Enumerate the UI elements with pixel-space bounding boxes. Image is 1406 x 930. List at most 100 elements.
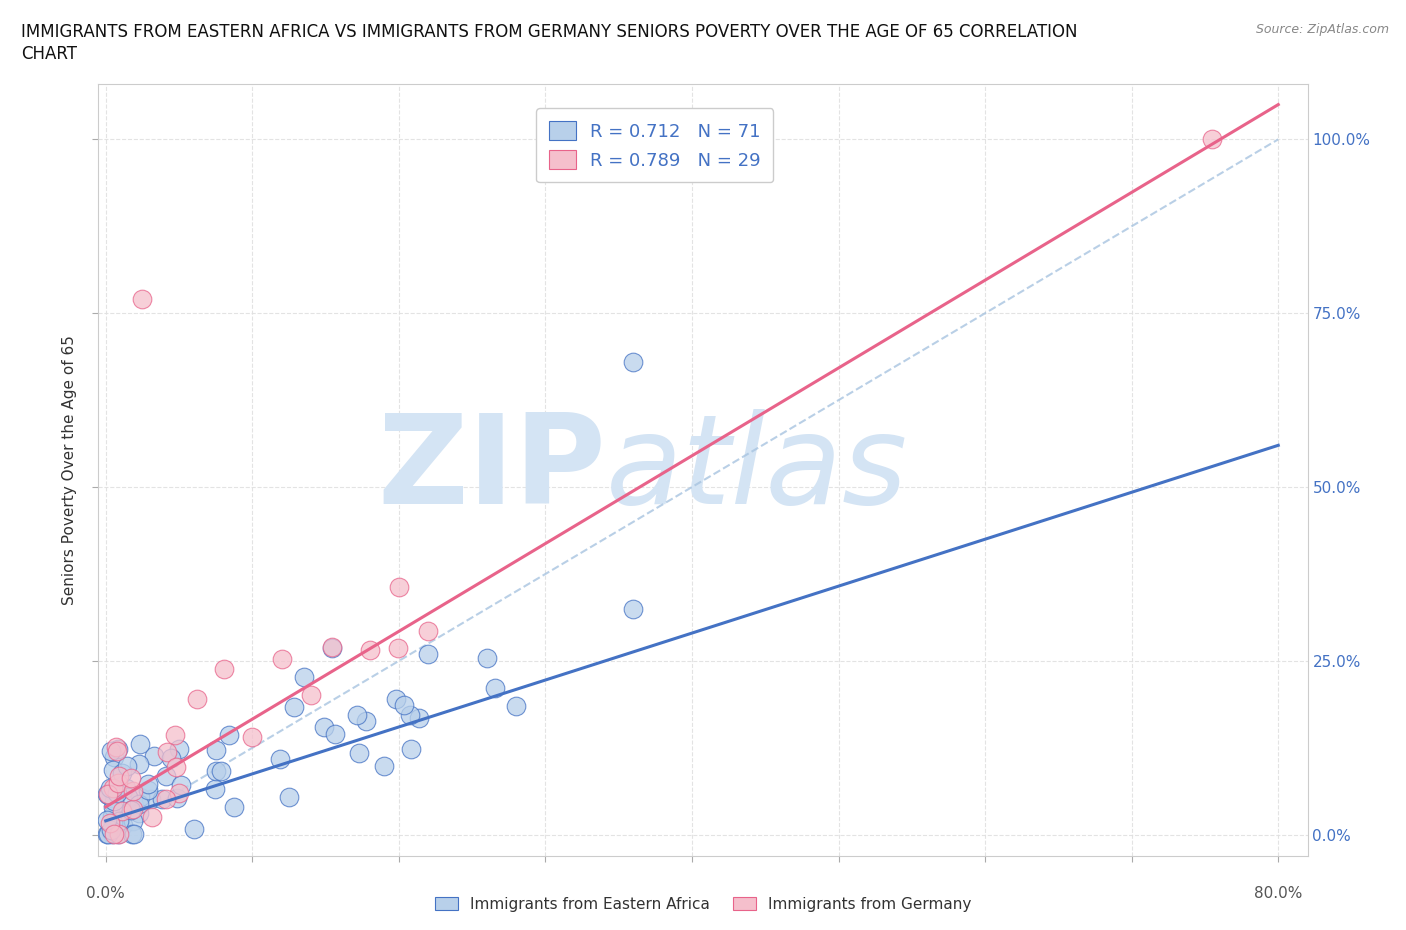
Point — [128, 796, 150, 811]
Point — [122, 813, 145, 828]
Point — [314, 720, 336, 735]
Point — [183, 822, 205, 837]
Point — [108, 783, 131, 798]
Point — [103, 793, 125, 808]
Point — [105, 786, 128, 801]
Point — [96, 787, 118, 802]
Point — [139, 791, 162, 806]
Point — [107, 776, 129, 790]
Point — [155, 768, 177, 783]
Point — [505, 698, 527, 713]
Point — [111, 817, 134, 832]
Legend: Immigrants from Eastern Africa, Immigrants from Germany: Immigrants from Eastern Africa, Immigran… — [429, 890, 977, 918]
Point — [97, 787, 120, 802]
Point — [205, 743, 228, 758]
Point — [155, 791, 177, 806]
Point — [218, 728, 240, 743]
Text: IMMIGRANTS FROM EASTERN AFRICA VS IMMIGRANTS FROM GERMANY SENIORS POVERTY OVER T: IMMIGRANTS FROM EASTERN AFRICA VS IMMIGR… — [21, 23, 1077, 41]
Y-axis label: Seniors Poverty Over the Age of 65: Seniors Poverty Over the Age of 65 — [62, 335, 77, 604]
Point — [418, 624, 440, 639]
Point — [103, 827, 125, 842]
Point — [124, 827, 146, 842]
Point — [1201, 132, 1223, 147]
Point — [128, 756, 150, 771]
Point — [141, 810, 163, 825]
Point — [401, 741, 423, 756]
Legend: R = 0.712   N = 71, R = 0.789   N = 29: R = 0.712 N = 71, R = 0.789 N = 29 — [536, 108, 773, 182]
Point — [418, 646, 440, 661]
Point — [277, 790, 299, 804]
Point — [128, 805, 150, 820]
Point — [101, 781, 124, 796]
Point — [108, 768, 131, 783]
Point — [111, 804, 134, 818]
Point — [122, 783, 145, 798]
Point — [283, 699, 305, 714]
Point — [388, 579, 411, 594]
Point — [385, 692, 408, 707]
Point — [115, 780, 138, 795]
Point — [170, 777, 193, 792]
Point — [621, 602, 644, 617]
Point — [136, 782, 159, 797]
Point — [270, 652, 292, 667]
Point — [346, 708, 368, 723]
Point — [323, 727, 346, 742]
Point — [101, 800, 124, 815]
Point — [166, 791, 188, 806]
Point — [98, 780, 121, 795]
Point — [354, 713, 377, 728]
Point — [209, 764, 232, 778]
Point — [143, 748, 166, 763]
Point — [105, 740, 128, 755]
Point — [163, 727, 186, 742]
Point — [101, 816, 124, 830]
Point — [101, 808, 124, 823]
Point — [224, 800, 246, 815]
Point — [107, 827, 129, 842]
Point — [299, 687, 322, 702]
Point — [165, 759, 187, 774]
Point — [120, 771, 142, 786]
Point — [122, 802, 145, 817]
Point — [97, 788, 120, 803]
Point — [136, 777, 159, 791]
Point — [484, 681, 506, 696]
Point — [117, 790, 139, 804]
Text: CHART: CHART — [21, 45, 77, 62]
Point — [150, 791, 173, 806]
Point — [108, 827, 131, 842]
Point — [120, 803, 142, 817]
Point — [98, 816, 121, 830]
Point — [347, 746, 370, 761]
Text: atlas: atlas — [606, 409, 908, 530]
Point — [129, 737, 152, 752]
Point — [156, 744, 179, 759]
Point — [387, 641, 409, 656]
Point — [101, 827, 124, 842]
Point — [111, 765, 134, 780]
Point — [321, 641, 343, 656]
Point — [204, 782, 226, 797]
Text: Source: ZipAtlas.com: Source: ZipAtlas.com — [1256, 23, 1389, 36]
Point — [115, 759, 138, 774]
Text: 0.0%: 0.0% — [86, 886, 125, 901]
Point — [96, 813, 118, 828]
Point — [108, 814, 131, 829]
Point — [121, 827, 143, 842]
Point — [131, 292, 153, 307]
Point — [97, 827, 120, 842]
Point — [269, 751, 291, 766]
Point — [240, 730, 263, 745]
Point — [100, 743, 122, 758]
Point — [186, 692, 208, 707]
Point — [160, 751, 183, 765]
Point — [129, 790, 152, 804]
Point — [100, 822, 122, 837]
Point — [105, 743, 128, 758]
Point — [359, 643, 381, 658]
Point — [398, 707, 420, 722]
Text: ZIP: ZIP — [378, 409, 606, 530]
Text: 80.0%: 80.0% — [1254, 886, 1302, 901]
Point — [477, 650, 499, 665]
